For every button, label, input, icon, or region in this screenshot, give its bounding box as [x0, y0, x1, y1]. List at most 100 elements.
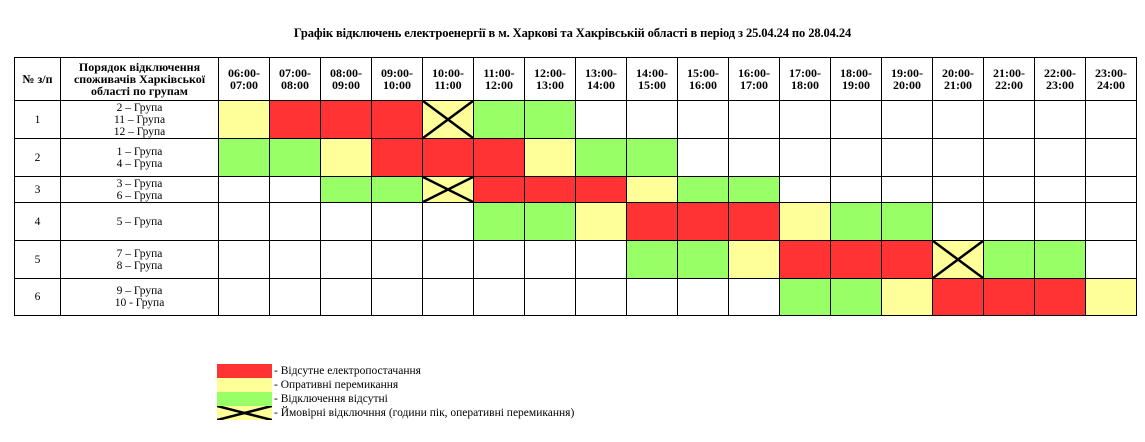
status-cell-green — [371, 176, 423, 203]
status-cell-none — [932, 202, 984, 241]
status-cell-none — [575, 100, 627, 139]
cross-mark-icon — [423, 177, 473, 202]
status-cell-red — [269, 100, 321, 139]
group-label: 10 - Група — [114, 297, 165, 309]
status-cell-none — [626, 278, 678, 316]
status-cell-none — [779, 100, 831, 139]
status-cell-none — [524, 240, 576, 279]
status-cell-none — [932, 176, 984, 203]
row-number: 6 — [14, 278, 61, 316]
status-cell-none — [881, 138, 933, 177]
status-cell-none — [1034, 138, 1086, 177]
group-label: 6 – Група — [116, 189, 163, 202]
header-hour: 11:00- 12:00 — [473, 57, 525, 101]
status-cell-none — [626, 100, 678, 139]
status-cell-green — [626, 240, 678, 279]
status-cell-red — [1034, 278, 1086, 316]
status-cell-none — [371, 278, 423, 316]
status-cell-none — [932, 100, 984, 139]
group-label: 4 – Група — [116, 157, 163, 170]
cross-mark-icon — [423, 101, 473, 138]
status-cell-none — [983, 138, 1035, 177]
status-cell-red — [881, 240, 933, 279]
header-hour: 18:00- 19:00 — [830, 57, 882, 101]
legend-label: - Опративні перемикання — [274, 379, 399, 391]
row-number: 4 — [14, 202, 61, 241]
header-hour: 14:00- 15:00 — [626, 57, 678, 101]
legend-item: - Відключення відсутні — [217, 392, 574, 406]
header-hour: 06:00- 07:00 — [218, 57, 270, 101]
row-groups: 2 – Група 11 – Група 12 – Група — [60, 100, 219, 139]
header-hour: 15:00- 16:00 — [677, 57, 729, 101]
status-cell-green — [575, 138, 627, 177]
status-cell-red — [422, 138, 474, 177]
status-cell-none — [1034, 100, 1086, 139]
status-cell-none — [218, 240, 270, 279]
status-cell-none — [371, 202, 423, 241]
status-cell-red — [575, 176, 627, 203]
status-cell-red — [626, 202, 678, 241]
legend-swatch-green — [217, 392, 272, 406]
status-cell-none — [830, 138, 882, 177]
header-hour: 12:00- 13:00 — [524, 57, 576, 101]
legend-label: - Відсутне електропостачання — [274, 365, 421, 377]
status-cell-none — [932, 138, 984, 177]
row-groups: 7 – Група 8 – Група — [60, 240, 219, 279]
status-cell-red — [473, 176, 525, 203]
status-cell-green — [677, 176, 729, 203]
status-cell-green — [881, 202, 933, 241]
status-cell-red — [320, 100, 372, 139]
status-cell-yellow — [1085, 278, 1137, 316]
status-cell-green — [269, 138, 321, 177]
status-cell-yellow — [626, 176, 678, 203]
status-cell-red — [983, 278, 1035, 316]
status-cell-red — [473, 138, 525, 177]
legend-swatch-red — [217, 364, 272, 378]
status-cell-yellow-x — [422, 100, 474, 139]
legend-swatch-yellow-x — [217, 406, 272, 420]
status-cell-green — [320, 176, 372, 203]
legend-label: - Відключення відсутні — [274, 393, 388, 405]
status-cell-none — [218, 176, 270, 203]
status-cell-green — [983, 240, 1035, 279]
cross-mark-icon — [933, 241, 983, 278]
status-cell-none — [269, 240, 321, 279]
status-cell-none — [269, 278, 321, 316]
group-label: 8 – Група — [116, 259, 163, 272]
legend-item: - Ймовірні відключння (години пік, опера… — [217, 406, 574, 420]
status-cell-green — [524, 202, 576, 241]
status-cell-green — [779, 278, 831, 316]
status-cell-none — [269, 202, 321, 241]
status-cell-none — [1085, 202, 1137, 241]
status-cell-none — [830, 100, 882, 139]
status-cell-none — [728, 138, 780, 177]
status-cell-none — [1034, 202, 1086, 241]
row-groups: 3 – Група 6 – Група — [60, 176, 219, 203]
status-cell-none — [677, 278, 729, 316]
status-cell-green — [524, 100, 576, 139]
status-cell-none — [422, 202, 474, 241]
status-cell-none — [1034, 176, 1086, 203]
status-cell-red — [371, 100, 423, 139]
row-number: 3 — [14, 176, 61, 203]
cross-mark-icon — [217, 406, 272, 420]
group-label: 5 – Група — [116, 215, 163, 228]
group-label: 2 – Група — [116, 101, 163, 114]
status-cell-none — [320, 202, 372, 241]
status-cell-none — [881, 100, 933, 139]
status-cell-none — [1085, 240, 1137, 279]
status-cell-red — [728, 202, 780, 241]
status-cell-none — [728, 100, 780, 139]
outage-schedule-table: № з/п Порядок відключення споживачів Хар… — [14, 57, 1137, 316]
row-number: 1 — [14, 100, 61, 139]
status-cell-green — [473, 100, 525, 139]
header-num: № з/п — [14, 57, 61, 101]
schedule-title: Графік відключень електроенергії в м. Ха… — [293, 26, 852, 40]
status-cell-green — [218, 138, 270, 177]
row-groups: 5 – Група — [60, 202, 219, 241]
status-cell-none — [728, 278, 780, 316]
header-hour: 09:00- 10:00 — [371, 57, 423, 101]
